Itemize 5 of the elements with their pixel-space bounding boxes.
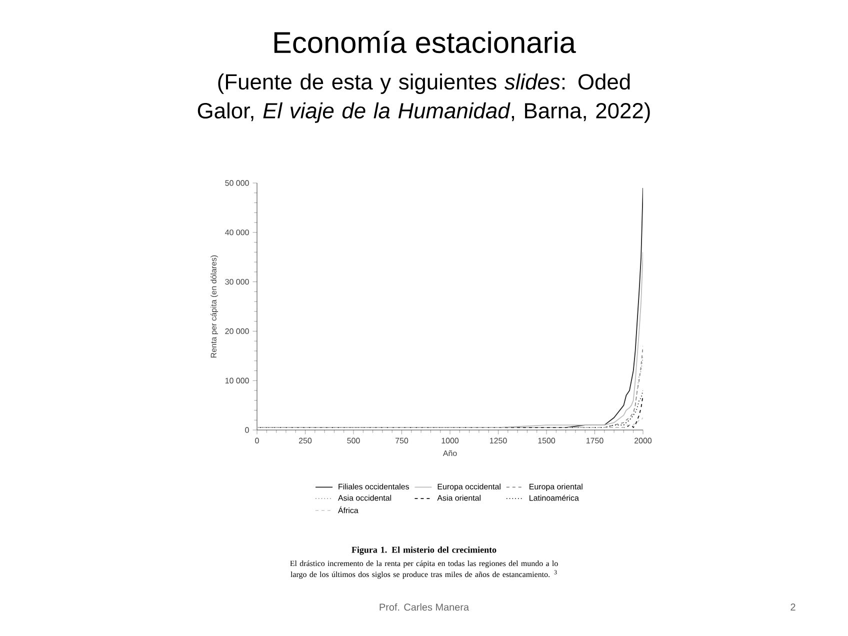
- text: 2: [790, 604, 796, 610]
- chart-title: Economía estacionaria: [274, 30, 576, 54]
- text: (Fuente de esta y siguientes slides: Oded Galor, El viaje de la Humanidad, Barna, 2022): [198, 74, 650, 123]
- text: Figura 1. El misterio del crecimiento: [352, 546, 496, 555]
- text: Prof. Carles Manera: [380, 603, 470, 611]
